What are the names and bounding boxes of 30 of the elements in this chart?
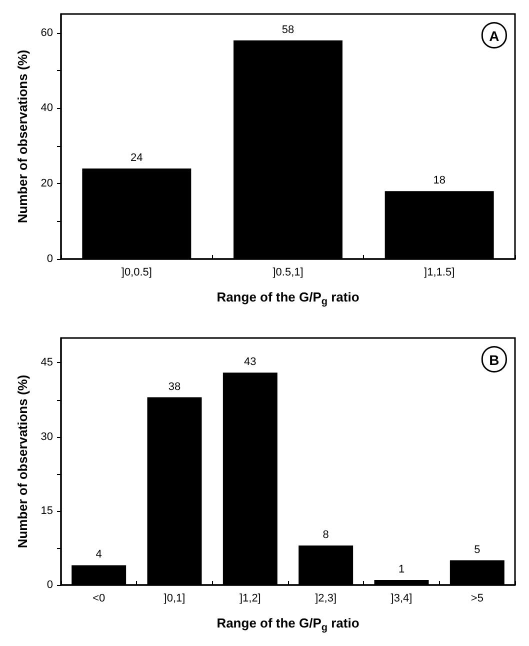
annotation: A	[489, 28, 500, 44]
x-tick-label: ]0.5,1]	[272, 266, 304, 278]
y-tick-label: 0	[46, 253, 53, 265]
y-tick-label: 45	[40, 356, 53, 369]
data-label: 1	[398, 564, 405, 576]
data-label: 4	[96, 548, 102, 561]
y-axis-title: Number of observations (%)	[15, 50, 30, 224]
x-tick-label: ]0,0.5]	[121, 266, 152, 278]
data-label: 38	[168, 380, 181, 393]
y-tick-label: 60	[40, 26, 53, 39]
data-label: 5	[474, 544, 480, 556]
x-tick-label: >5	[470, 592, 484, 604]
y-axis-title: Number of observations (%)	[15, 374, 30, 548]
y-tick-label: 0	[46, 579, 53, 591]
y-tick-label: 30	[40, 430, 53, 443]
x-tick-label: ]3,4]	[390, 592, 412, 604]
annotation: B	[489, 352, 500, 368]
x-tick-label: ]2,3]	[315, 592, 337, 604]
data-label: 8	[322, 528, 329, 541]
x-tick-label: ]1,2]	[239, 592, 261, 604]
y-tick-label: 15	[40, 504, 53, 517]
data-label: 24	[130, 152, 143, 164]
x-tick-label: ]1,1.5]	[424, 266, 455, 278]
data-label: 18	[433, 174, 446, 187]
y-tick-label: 40	[40, 102, 53, 114]
x-tick-label: ]0,1]	[164, 592, 186, 604]
data-label: 58	[282, 24, 294, 36]
x-tick-label: <0	[92, 592, 106, 604]
y-tick-label: 20	[40, 178, 53, 190]
data-label: 43	[244, 356, 256, 368]
